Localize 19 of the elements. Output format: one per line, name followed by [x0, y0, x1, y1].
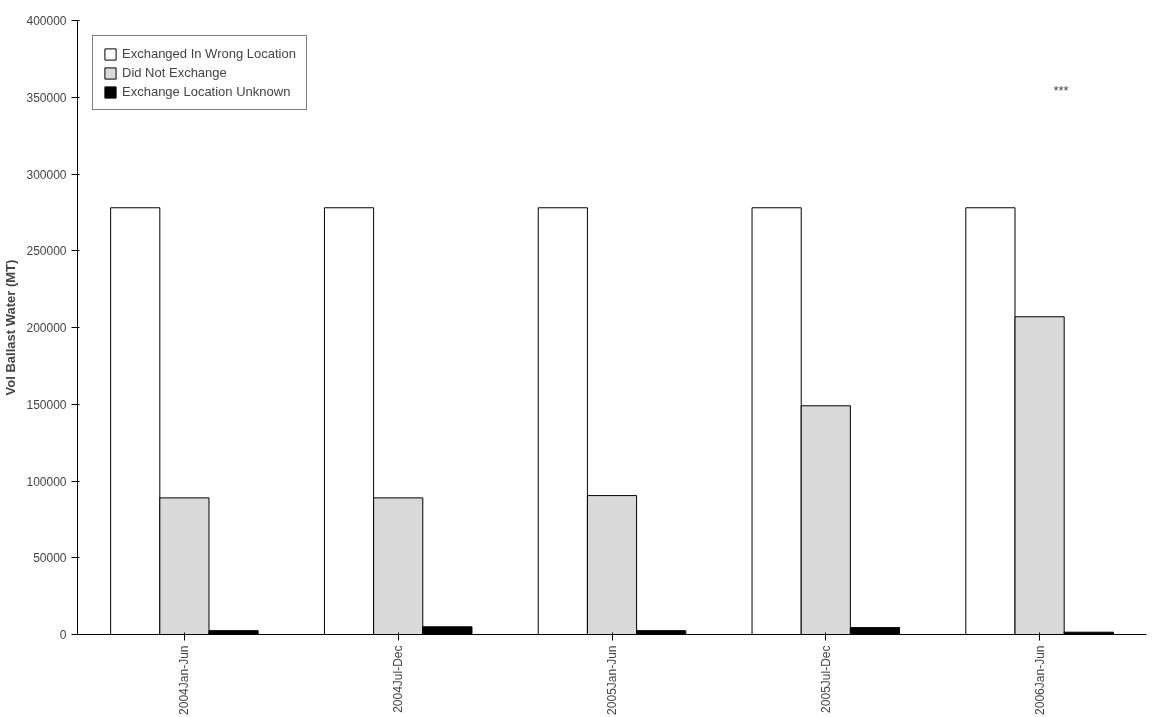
x-tick-label: 2005Jul-Dec — [818, 645, 833, 713]
legend-label: Did Not Exchange — [122, 65, 227, 80]
y-tick-label: 100000 — [26, 474, 67, 489]
y-tick-label: 250000 — [26, 244, 67, 259]
y-tick-label: 0 — [59, 628, 67, 642]
x-tick-label: 2006Jan-Jun — [1032, 645, 1047, 715]
y-tick-label: 200000 — [26, 321, 67, 335]
legend-label: Exchanged In Wrong Location — [122, 46, 296, 61]
y-axis-title: Vol Ballast Water (MT) — [3, 259, 19, 396]
x-tick-label: 2004Jan-Jun — [177, 645, 192, 715]
y-tick-label: 300000 — [26, 167, 67, 182]
y-tick-label: 50000 — [33, 551, 67, 566]
annotation: *** — [1053, 83, 1069, 98]
y-tick-label: 400000 — [26, 14, 67, 28]
x-tick-label: 2004Jul-Dec — [391, 645, 406, 713]
y-tick-label: 150000 — [26, 397, 67, 412]
y-tick-label: 350000 — [26, 90, 67, 105]
legend-label: Exchange Location Unknown — [122, 84, 291, 99]
x-tick-label: 2005Jan-Jun — [605, 645, 619, 715]
